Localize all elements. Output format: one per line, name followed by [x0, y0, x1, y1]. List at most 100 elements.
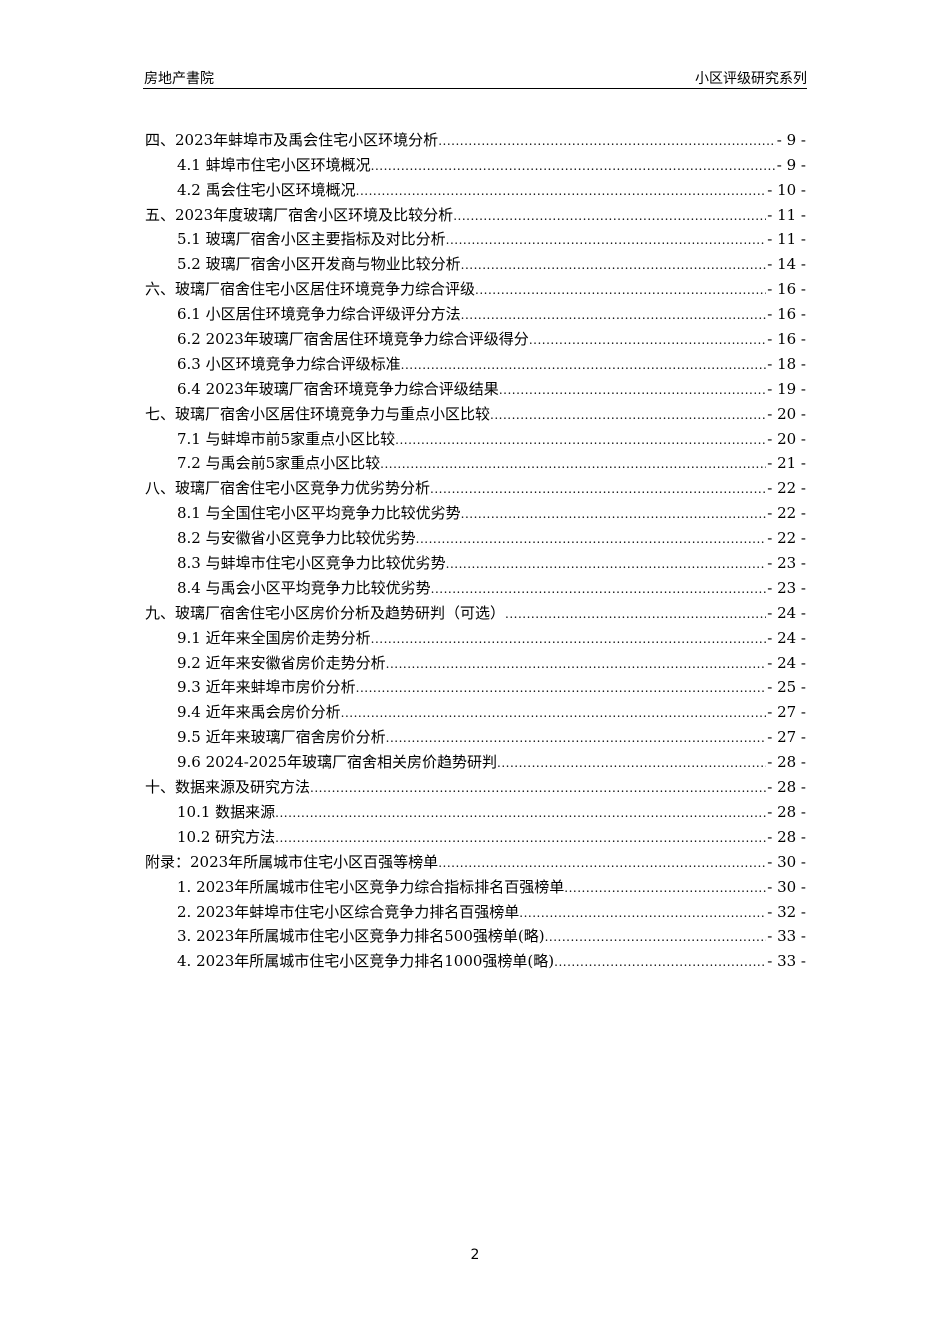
toc-entry-page: - 11 - [767, 205, 806, 224]
toc-section-entry[interactable]: 4.1 蚌埠市住宅小区环境概况 - 9 - [145, 151, 806, 176]
toc-section-entry[interactable]: 8.4 与禹会小区平均竞争力比较优劣势 - 23 - [145, 574, 806, 599]
toc-entry-page: - 22 - [767, 504, 806, 523]
toc-section-entry[interactable]: 9.1 近年来全国房价走势分析 - 24 - [145, 624, 806, 649]
toc-chapter-entry[interactable]: 四、2023年蚌埠市及禹会住宅小区环境分析 - 9 - [145, 126, 806, 151]
toc-chapter-entry[interactable]: 五、2023年度玻璃厂宿舍小区环境及比较分析 - 11 - [145, 201, 806, 226]
toc-section-entry[interactable]: 8.2 与安徽省小区竞争力比较优劣势 - 22 - [145, 524, 806, 549]
toc-dot-leader [356, 181, 767, 201]
toc-entry-page: - 16 - [767, 280, 806, 299]
toc-entry-title: 6.1 小区居住环境竞争力综合评级评分方法 [177, 305, 461, 324]
toc-section-entry[interactable]: 6.2 2023年玻璃厂宿舍居住环境竞争力综合评级得分 - 16 - [145, 325, 806, 350]
toc-entry-page: - 10 - [767, 180, 806, 199]
toc-section-entry[interactable]: 1. 2023年所属城市住宅小区竞争力综合指标排名百强榜单 - 30 - [145, 873, 806, 898]
toc-chapter-entry[interactable]: 七、玻璃厂宿舍小区居住环境竞争力与重点小区比较 - 20 - [145, 400, 806, 425]
toc-entry-title: 九、玻璃厂宿舍住宅小区房价分析及趋势研判（可选） [145, 603, 506, 622]
toc-entry-page: - 28 - [767, 802, 806, 821]
toc-dot-leader [461, 305, 767, 325]
toc-entry-title: 6.4 2023年玻璃厂宿舍环境竞争力综合评级结果 [177, 379, 499, 398]
toc-section-entry[interactable]: 3. 2023年所属城市住宅小区竞争力排名500强榜单(略) - 33 - [145, 923, 806, 948]
toc-entry-title: 9.2 近年来安徽省房价走势分析 [177, 653, 386, 672]
toc-chapter-entry[interactable]: 九、玻璃厂宿舍住宅小区房价分析及趋势研判（可选） - 24 - [145, 599, 806, 624]
toc-dot-leader [386, 654, 767, 674]
toc-dot-leader [497, 753, 766, 773]
toc-section-entry[interactable]: 10.1 数据来源 - 28 - [145, 798, 806, 823]
header-series: 小区评级研究系列 [695, 71, 807, 87]
toc-entry-title: 十、数据来源及研究方法 [145, 778, 311, 797]
toc-dot-leader [499, 380, 766, 400]
toc-dot-leader [554, 952, 766, 972]
toc-dot-leader [395, 430, 766, 450]
header-publisher: 房地产書院 [144, 71, 214, 87]
toc-entry-page: - 25 - [767, 678, 806, 697]
page-number: 2 [470, 1247, 480, 1263]
toc-dot-leader [275, 828, 766, 848]
toc-entry-title: 10.1 数据来源 [177, 802, 276, 821]
toc-entry-title: 5.2 玻璃厂宿舍小区开发商与物业比较分析 [177, 255, 461, 274]
toc-entry-page: - 23 - [767, 578, 806, 597]
toc-entry-title: 9.5 近年来玻璃厂宿舍房价分析 [177, 728, 386, 747]
toc-entry-title: 4.2 禹会住宅小区环境概况 [177, 180, 356, 199]
toc-dot-leader [430, 479, 766, 499]
toc-section-entry[interactable]: 2. 2023年蚌埠市住宅小区综合竞争力排名百强榜单 - 32 - [145, 898, 806, 923]
toc-section-entry[interactable]: 9.5 近年来玻璃厂宿舍房价分析 - 27 - [145, 723, 806, 748]
toc-section-entry[interactable]: 7.1 与蚌埠市前5家重点小区比较 - 20 - [145, 425, 806, 450]
toc-section-entry[interactable]: 4.2 禹会住宅小区环境概况 - 10 - [145, 176, 806, 201]
toc-dot-leader [371, 156, 776, 176]
toc-entry-title: 5.1 玻璃厂宿舍小区主要指标及对比分析 [177, 230, 446, 249]
toc-entry-title: 9.3 近年来蚌埠市房价分析 [177, 678, 356, 697]
toc-section-entry[interactable]: 9.3 近年来蚌埠市房价分析 - 25 - [145, 674, 806, 699]
toc-dot-leader [341, 703, 767, 723]
toc-entry-page: - 27 - [767, 728, 806, 747]
toc-entry-page: - 27 - [767, 703, 806, 722]
toc-chapter-entry[interactable]: 十、数据来源及研究方法 - 28 - [145, 773, 806, 798]
toc-entry-page: - 16 - [767, 330, 806, 349]
toc-section-entry[interactable]: 5.1 玻璃厂宿舍小区主要指标及对比分析 - 11 - [145, 226, 806, 251]
toc-chapter-entry[interactable]: 八、玻璃厂宿舍住宅小区竞争力优劣势分析 - 22 - [145, 474, 806, 499]
toc-entry-page: - 28 - [767, 827, 806, 846]
toc-entry-page: - 16 - [767, 305, 806, 324]
toc-dot-leader [490, 405, 766, 425]
toc-entry-title: 10.2 研究方法 [177, 827, 276, 846]
toc-section-entry[interactable]: 6.1 小区居住环境竞争力综合评级评分方法 - 16 - [145, 300, 806, 325]
toc-entry-title: 8.1 与全国住宅小区平均竞争力比较优劣势 [177, 504, 461, 523]
toc-entry-page: - 22 - [767, 479, 806, 498]
toc-entry-title: 七、玻璃厂宿舍小区居住环境竞争力与重点小区比较 [145, 404, 491, 423]
toc-section-entry[interactable]: 6.4 2023年玻璃厂宿舍环境竞争力综合评级结果 - 19 - [145, 375, 806, 400]
toc-entry-title: 9.1 近年来全国房价走势分析 [177, 628, 371, 647]
toc-dot-leader [438, 131, 776, 151]
toc-entry-title: 7.2 与禹会前5家重点小区比较 [177, 454, 381, 473]
toc-section-entry[interactable]: 9.2 近年来安徽省房价走势分析 - 24 - [145, 649, 806, 674]
toc-entry-page: - 28 - [767, 778, 806, 797]
toc-dot-leader [564, 878, 766, 898]
toc-section-entry[interactable]: 9.4 近年来禹会房价分析 - 27 - [145, 698, 806, 723]
toc-entry-title: 8.3 与蚌埠市住宅小区竞争力比较优劣势 [177, 554, 446, 573]
toc-entry-page: - 20 - [767, 429, 806, 448]
toc-entry-title: 八、玻璃厂宿舍住宅小区竞争力优劣势分析 [145, 479, 431, 498]
toc-section-entry[interactable]: 8.3 与蚌埠市住宅小区竞争力比较优劣势 - 23 - [145, 549, 806, 574]
toc-entry-title: 8.4 与禹会小区平均竞争力比较优劣势 [177, 578, 431, 597]
toc-section-entry[interactable]: 6.3 小区环境竞争力综合评级标准 - 18 - [145, 350, 806, 375]
toc-dot-leader [446, 230, 767, 250]
toc-entry-title: 4. 2023年所属城市住宅小区竞争力排名1000强榜单(略) [177, 952, 555, 971]
toc-entry-page: - 9 - [776, 130, 806, 149]
toc-dot-leader [519, 903, 766, 923]
toc-section-entry[interactable]: 8.1 与全国住宅小区平均竞争力比较优劣势 - 22 - [145, 499, 806, 524]
toc-section-entry[interactable]: 7.2 与禹会前5家重点小区比较 - 21 - [145, 450, 806, 475]
table-of-contents: 四、2023年蚌埠市及禹会住宅小区环境分析 - 9 - 4.1 蚌埠市住宅小区环境概… [145, 126, 806, 972]
toc-dot-leader [310, 778, 766, 798]
toc-dot-leader [505, 604, 766, 624]
toc-chapter-entry[interactable]: 附录：2023年所属城市住宅小区百强等榜单 - 30 - [145, 848, 806, 873]
toc-entry-title: 1. 2023年所属城市住宅小区竞争力综合指标排名百强榜单 [177, 877, 565, 896]
toc-entry-title: 6.2 2023年玻璃厂宿舍居住环境竞争力综合评级得分 [177, 330, 529, 349]
toc-section-entry[interactable]: 9.6 2024-2025年玻璃厂宿舍相关房价趋势研判 - 28 - [145, 748, 806, 773]
toc-section-entry[interactable]: 4. 2023年所属城市住宅小区竞争力排名1000强榜单(略) - 33 - [145, 947, 806, 972]
toc-entry-page: - 33 - [767, 952, 806, 971]
page-header: 房地产書院 小区评级研究系列 [143, 66, 807, 89]
toc-chapter-entry[interactable]: 六、玻璃厂宿舍住宅小区居住环境竞争力综合评级 - 16 - [145, 275, 806, 300]
toc-entry-title: 四、2023年蚌埠市及禹会住宅小区环境分析 [145, 130, 439, 149]
toc-section-entry[interactable]: 5.2 玻璃厂宿舍小区开发商与物业比较分析 - 14 - [145, 250, 806, 275]
toc-section-entry[interactable]: 10.2 研究方法 - 28 - [145, 823, 806, 848]
toc-entry-page: - 30 - [767, 852, 806, 871]
toc-entry-page: - 20 - [767, 404, 806, 423]
toc-entry-title: 4.1 蚌埠市住宅小区环境概况 [177, 155, 371, 174]
